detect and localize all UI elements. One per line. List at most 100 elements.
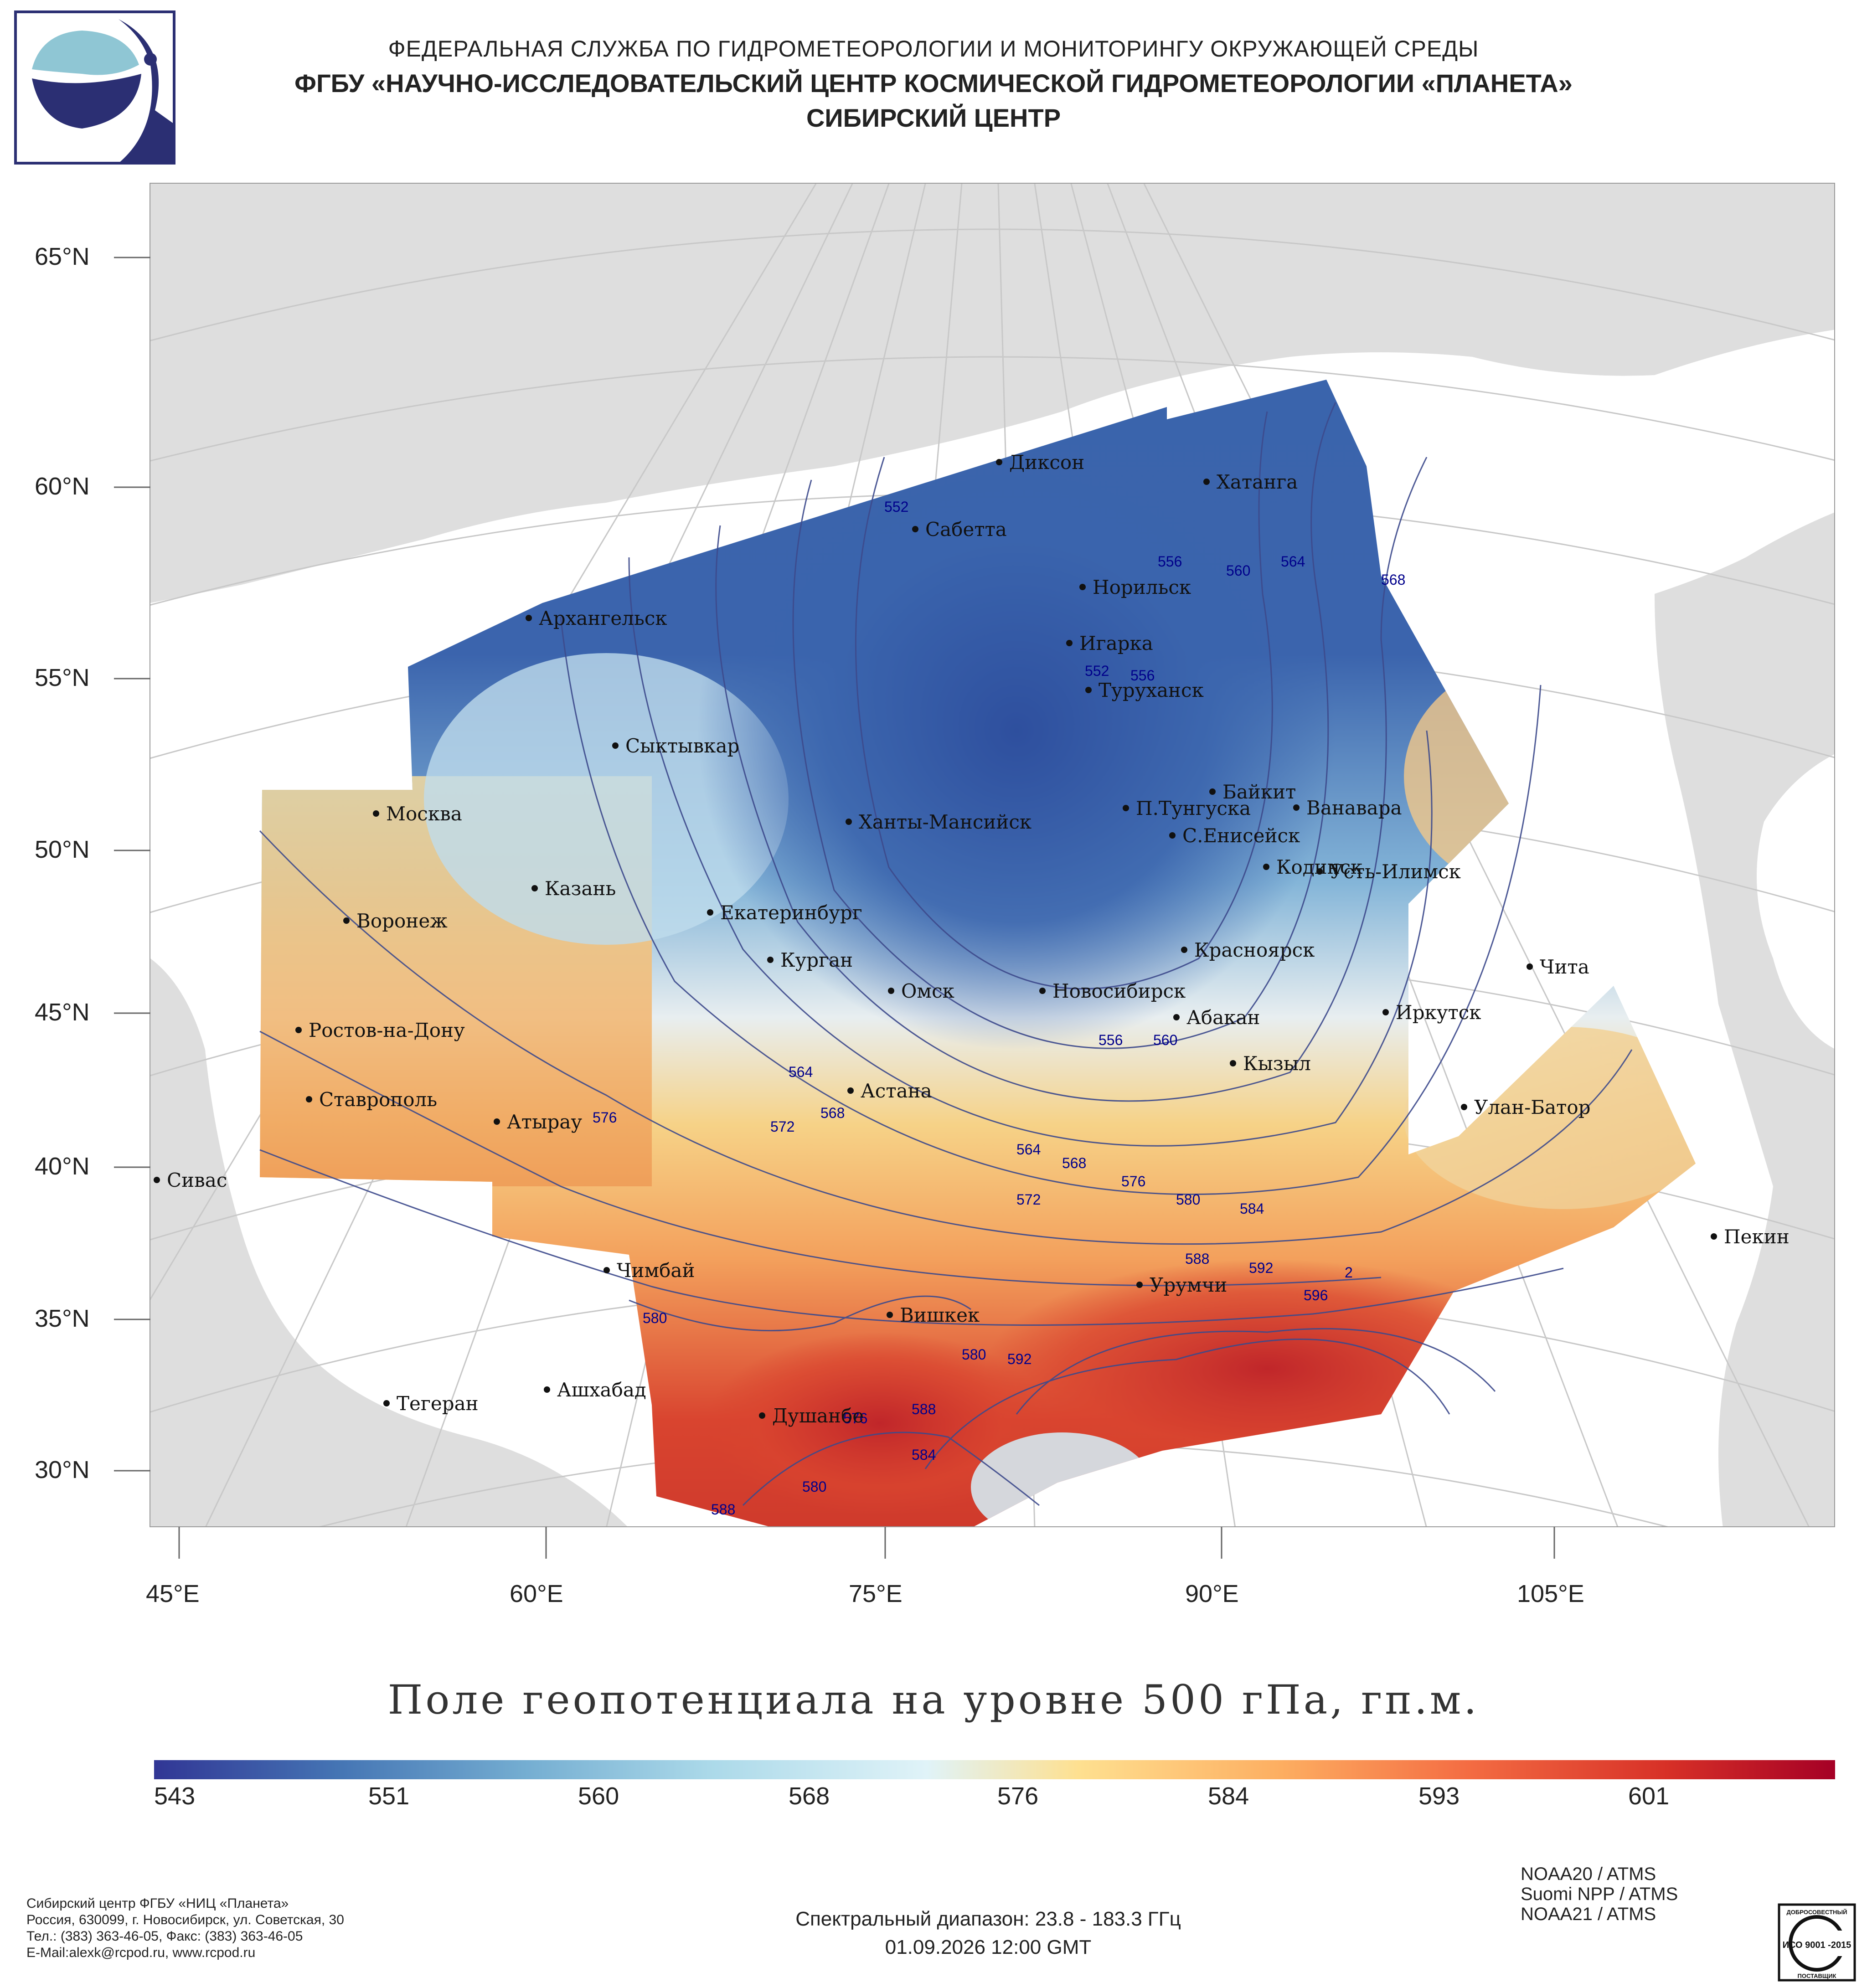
header-institute: ФГБУ «НАУЧНО-ИССЛЕДОВАТЕЛЬСКИЙ ЦЕНТР КОС… [294, 69, 1573, 98]
isoline-label: 592 [1249, 1260, 1273, 1276]
city-marker: Чита [1527, 956, 1589, 978]
satellite-label: Suomi NPP / ATMS [1521, 1884, 1678, 1904]
colorbar-label: 568 [789, 1782, 830, 1810]
city-marker: П.Тунгуска [1123, 797, 1251, 819]
svg-text:Казань: Казань [545, 877, 616, 900]
isoline-label: 576 [1121, 1173, 1145, 1190]
footer-email: E-Mail:alexk@rcpod.ru, www.rcpod.ru [26, 1945, 256, 1960]
lon-ticks [178, 1527, 1555, 1559]
isoline-label: 552 [1085, 663, 1109, 679]
lat-ticks [114, 257, 150, 1472]
city-marker: Байкит [1209, 781, 1296, 803]
lon-label: 105°E [1517, 1580, 1584, 1607]
lon-label: 60°E [510, 1580, 563, 1607]
city-marker: Атырау [494, 1111, 582, 1133]
land-background [150, 184, 1834, 1526]
city-marker: Диксон [996, 451, 1084, 474]
city-marker: Иркутск [1382, 1001, 1481, 1024]
isoline-label: 568 [1381, 572, 1405, 588]
svg-text:Иркутск: Иркутск [1396, 1001, 1481, 1024]
svg-text:Диксон: Диксон [1009, 451, 1084, 474]
isoline-label: 552 [884, 499, 908, 515]
city-marker: Ванавара [1293, 797, 1402, 819]
city-marker: Пекин [1711, 1226, 1790, 1248]
planeta-logo [14, 10, 175, 165]
svg-text:Вишкек: Вишкек [900, 1304, 980, 1326]
svg-text:С.Енисейск: С.Енисейск [1182, 824, 1300, 847]
satellite-label: NOAA21 / ATMS [1521, 1904, 1656, 1924]
svg-text:Ашхабад: Ашхабад [557, 1379, 646, 1401]
svg-text:Красноярск: Красноярск [1194, 939, 1315, 961]
svg-text:ПОСТАВЩИК: ПОСТАВЩИК [1798, 1973, 1836, 1979]
lat-label: 50°N [35, 836, 90, 863]
colorbar-label: 601 [1628, 1782, 1670, 1810]
isoline-label: 576 [593, 1109, 617, 1126]
isoline-label: 556 [1099, 1032, 1123, 1048]
svg-text:Игарка: Игарка [1079, 632, 1153, 654]
city-marker: Ашхабад [544, 1379, 646, 1401]
svg-text:Сыктывкар: Сыктывкар [625, 735, 739, 757]
svg-text:Ставрополь: Ставрополь [319, 1088, 437, 1111]
isoline-label: 584 [912, 1447, 936, 1463]
colorbar [154, 1760, 1835, 1779]
colorbar-label: 576 [997, 1782, 1039, 1810]
city-marker: Архангельск [526, 607, 667, 629]
colorbar-label: 560 [578, 1782, 619, 1810]
isoline-label: 584 [1240, 1200, 1264, 1217]
map-frame: 552 556 560 564 568 552 556 564 572 568 … [150, 183, 1835, 1527]
svg-text:Хатанга: Хатанга [1217, 471, 1298, 493]
footer-phone: Тел.: (383) 363-46-05, Факс: (383) 363-4… [26, 1929, 303, 1944]
isoline-label: 572 [1016, 1191, 1041, 1208]
isoline-label: 568 [1062, 1155, 1086, 1171]
map-title: Поле геопотенциала на уровне 500 гПа, гп… [387, 1676, 1480, 1723]
isoline-labels: 552 556 560 564 568 552 556 564 572 568 … [593, 499, 1405, 1518]
city-marker: Новосибирск [1039, 980, 1186, 1002]
lon-label: 90°E [1185, 1580, 1239, 1607]
svg-text:Ванавара: Ванавара [1306, 797, 1402, 819]
city-marker: Чимбай [603, 1259, 695, 1282]
lat-label: 35°N [35, 1305, 90, 1332]
city-marker: Усть-Илимск [1316, 860, 1461, 883]
city-marker: Кызыл [1230, 1052, 1311, 1075]
isoline-label: 568 [820, 1105, 845, 1121]
city-marker: Сабетта [912, 518, 1007, 541]
city-markers: Диксон Хатанга Сабетта Норильск Архангел… [154, 451, 1790, 1427]
isoline-label: 596 [1304, 1287, 1328, 1303]
svg-text:Курган: Курган [780, 949, 853, 971]
svg-text:Усть-Илимск: Усть-Илимск [1330, 860, 1461, 883]
city-marker: Сыктывкар [612, 735, 739, 757]
isoline-label: 580 [1176, 1191, 1200, 1208]
city-marker: Ростов-на-Дону [295, 1019, 465, 1041]
footer-address: Россия, 630099, г. Новосибирск, ул. Сове… [26, 1912, 344, 1927]
header-agency: ФЕДЕРАЛЬНАЯ СЛУЖБА ПО ГИДРОМЕТЕОРОЛОГИИ … [388, 36, 1479, 62]
city-marker: Сивас [154, 1169, 227, 1191]
svg-text:Новосибирск: Новосибирск [1052, 980, 1186, 1002]
svg-text:П.Тунгуска: П.Тунгуска [1136, 797, 1251, 819]
svg-text:Байкит: Байкит [1222, 781, 1296, 803]
svg-text:Омск: Омск [901, 980, 954, 1002]
city-marker: Красноярск [1181, 939, 1315, 961]
city-marker: Екатеринбург [707, 901, 862, 924]
svg-text:Туруханск: Туруханск [1099, 679, 1204, 701]
spectral-range: Спектральный диапазон: 23.8 - 183.3 ГГц [795, 1908, 1181, 1930]
isoline-label: 560 [1153, 1032, 1177, 1048]
colorbar-label: 593 [1418, 1782, 1460, 1810]
isoline-label: 564 [1281, 553, 1305, 570]
city-marker: Вишкек [887, 1304, 980, 1326]
svg-text:Ростов-на-Дону: Ростов-на-Дону [309, 1019, 465, 1041]
isoline-label: 588 [711, 1501, 735, 1518]
city-marker: Тегеран [383, 1392, 479, 1415]
svg-text:Урумчи: Урумчи [1150, 1274, 1227, 1296]
svg-text:Сивас: Сивас [167, 1169, 227, 1191]
isoline-label: 588 [912, 1401, 936, 1417]
svg-text:Екатеринбург: Екатеринбург [720, 901, 862, 924]
city-marker: Игарка [1066, 632, 1153, 654]
isoline-label: 576 [843, 1410, 867, 1427]
svg-text:Кызыл: Кызыл [1243, 1052, 1311, 1075]
svg-text:Абакан: Абакан [1186, 1006, 1260, 1029]
isoline-label: 592 [1007, 1351, 1031, 1367]
header-center: СИБИРСКИЙ ЦЕНТР [806, 103, 1061, 132]
city-marker: Омск [888, 980, 954, 1002]
lat-label: 45°N [35, 999, 90, 1026]
city-marker: Норильск [1079, 576, 1191, 598]
